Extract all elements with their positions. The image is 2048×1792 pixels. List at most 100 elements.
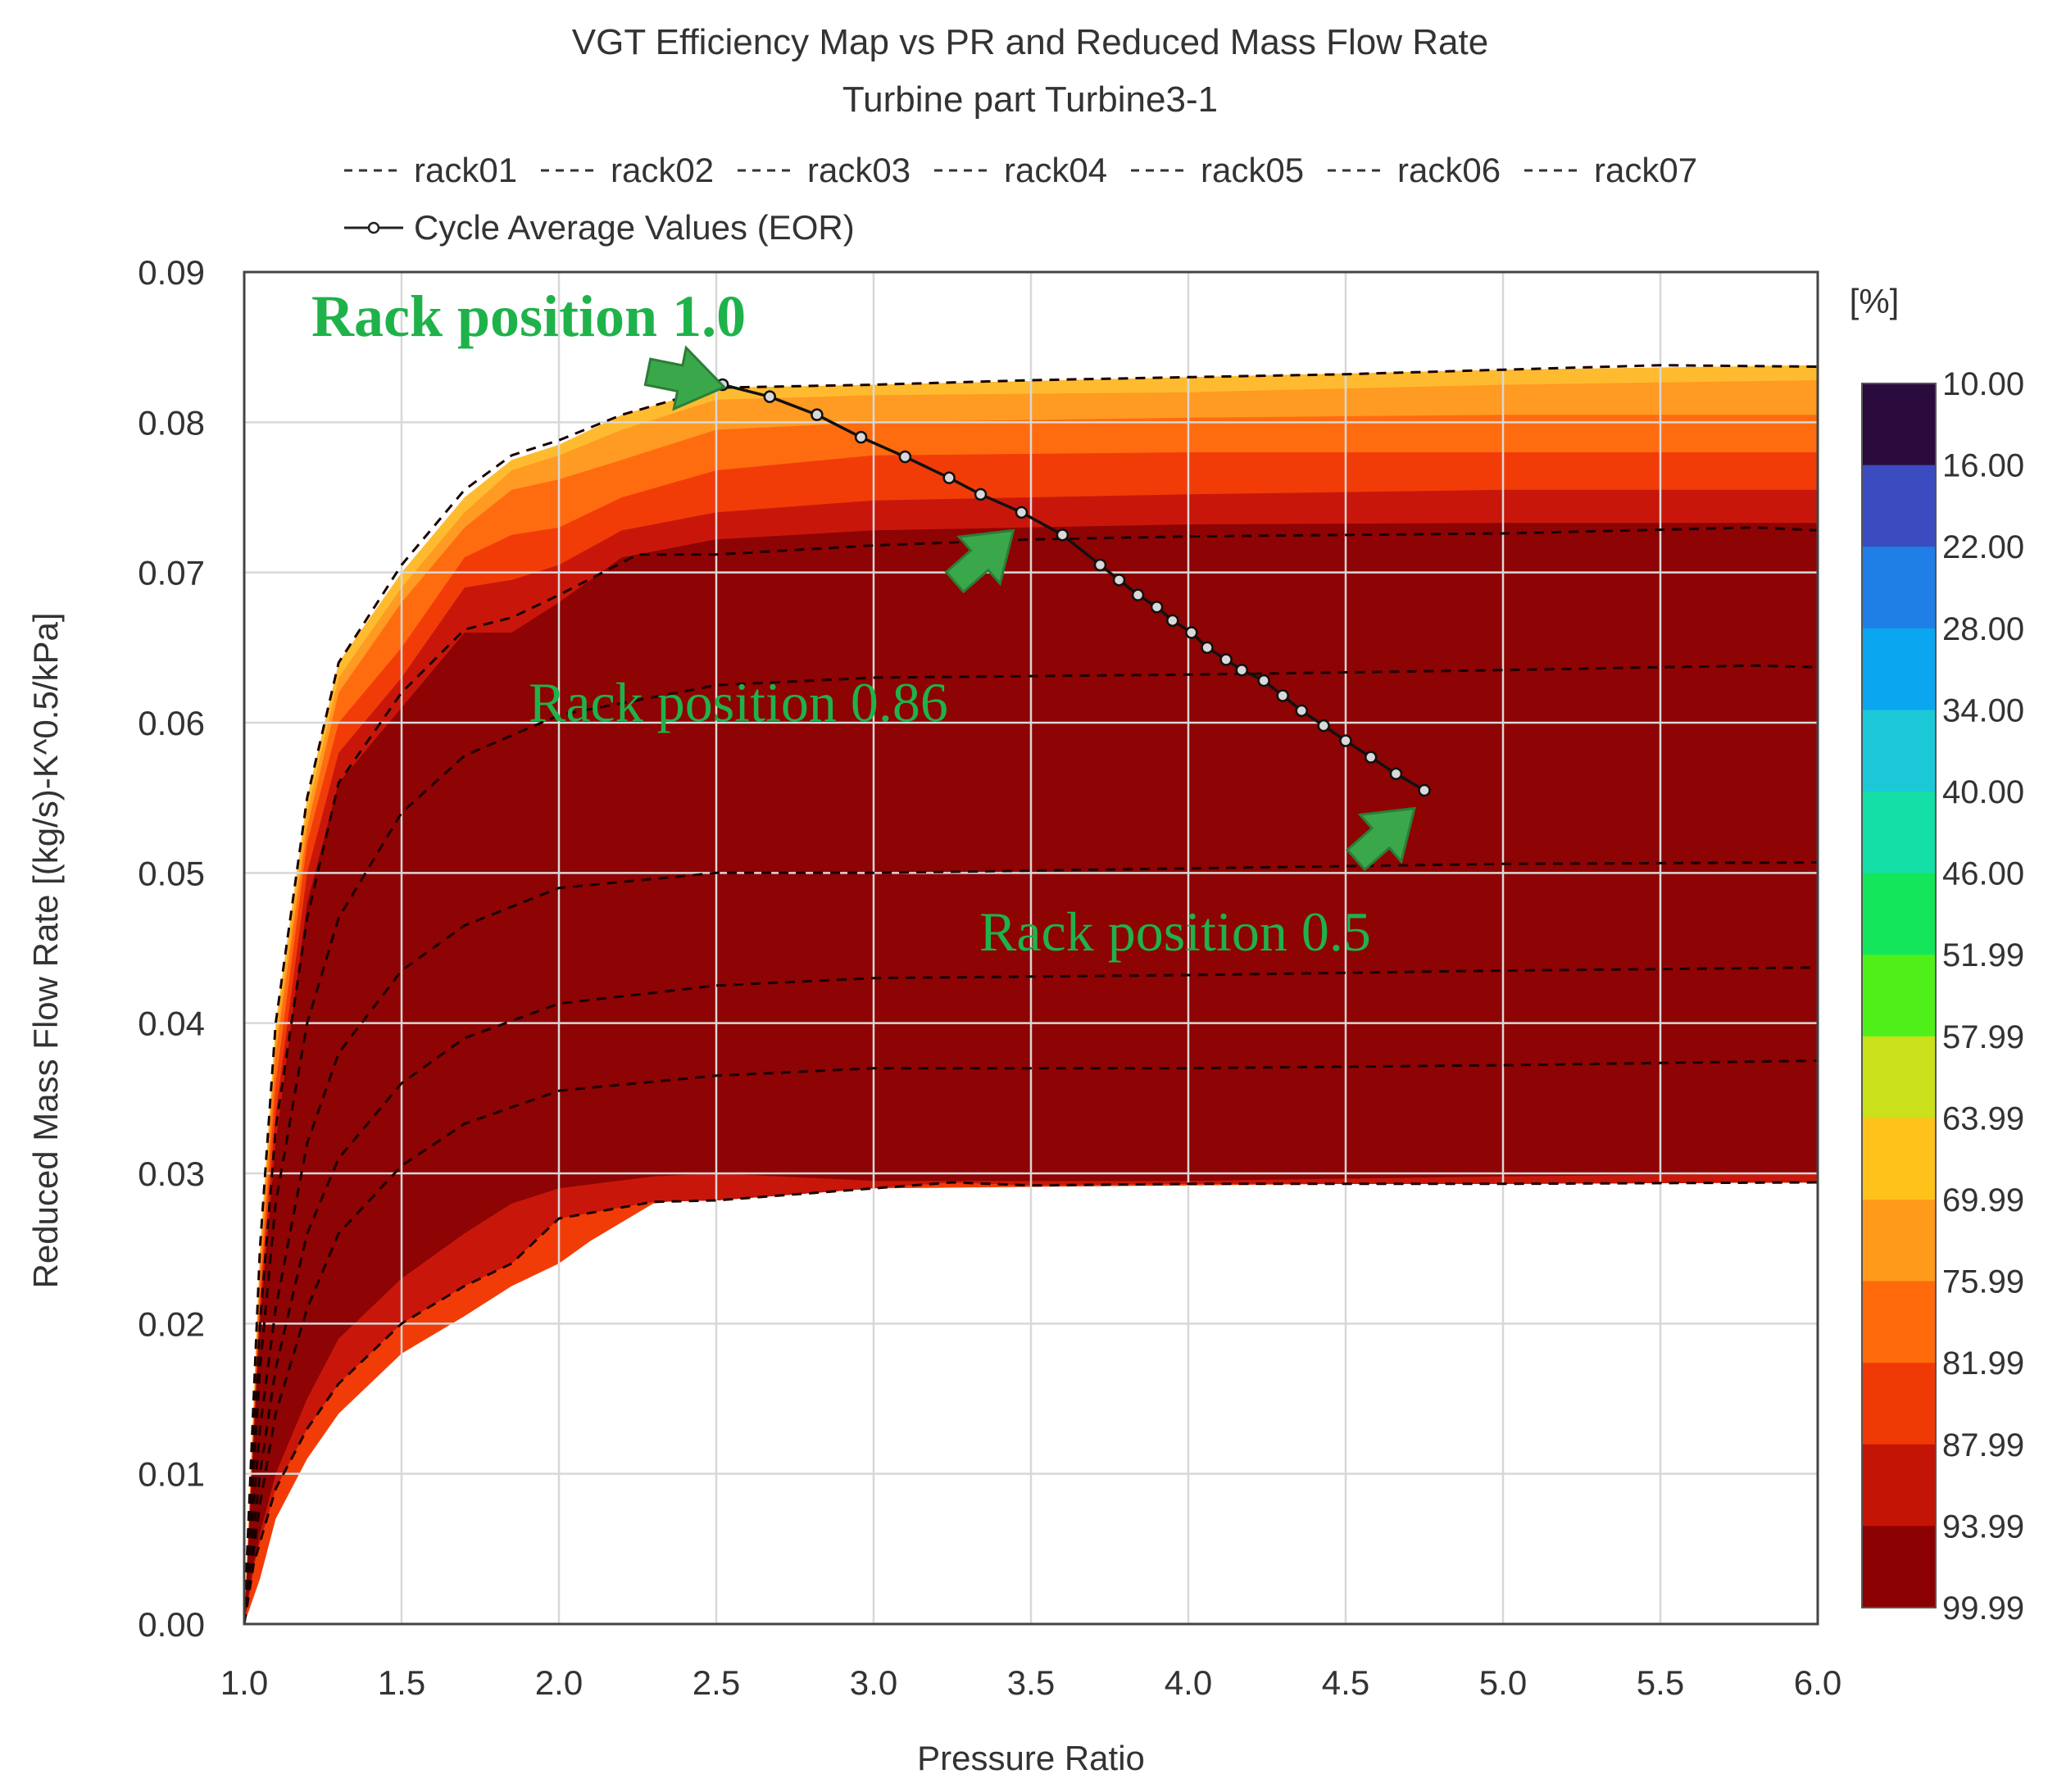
annotation-arrows bbox=[643, 345, 1416, 872]
colorbar-level-label: 10.00 bbox=[1942, 366, 2024, 402]
legend-label-rack07: rack07 bbox=[1594, 151, 1697, 189]
annotations: Rack position 1.0 Rack position 0.86 Rac… bbox=[311, 284, 1371, 963]
colorbar-level-label: 75.99 bbox=[1942, 1264, 2024, 1300]
colorbar-level-label: 57.99 bbox=[1942, 1019, 2024, 1055]
x-tick-label: 5.0 bbox=[1479, 1663, 1527, 1702]
colorbar-unit: [%] bbox=[1850, 282, 1900, 320]
x-tick-label: 2.5 bbox=[693, 1663, 740, 1702]
cycle-average-point bbox=[1150, 601, 1164, 614]
colorbar-swatch bbox=[1862, 383, 1936, 466]
y-tick-label: 0.09 bbox=[138, 253, 205, 292]
colorbar-swatch bbox=[1862, 1118, 1936, 1200]
legend-item-rack05: rack05 bbox=[1131, 151, 1304, 189]
legend-item-rack02: rack02 bbox=[541, 151, 714, 189]
legend-item-cycle-average: Cycle Average Values (EOR) bbox=[344, 208, 855, 247]
y-tick-label: 0.08 bbox=[138, 403, 205, 442]
arrow-rack-0-5 bbox=[1345, 806, 1416, 872]
cycle-average-point bbox=[1093, 558, 1107, 572]
colorbar-level-label: 93.99 bbox=[1942, 1508, 2024, 1545]
colorbar-level-label: 34.00 bbox=[1942, 692, 2024, 728]
cycle-average-point bbox=[898, 450, 912, 464]
series-line-rack03 bbox=[243, 664, 1819, 1625]
series-line-rack06 bbox=[243, 1059, 1819, 1625]
legend-item-rack01: rack01 bbox=[344, 151, 517, 189]
colorbar-level-label: 81.99 bbox=[1942, 1345, 2024, 1381]
chart-title: VGT Efficiency Map vs PR and Reduced Mas… bbox=[572, 22, 1488, 62]
chart-subtitle: Turbine part Turbine3-1 bbox=[842, 79, 1218, 120]
cycle-average-point bbox=[1112, 574, 1126, 587]
colorbar-swatch bbox=[1862, 1200, 1936, 1282]
y-tick-label: 0.05 bbox=[138, 854, 205, 892]
colorbar-level-label: 40.00 bbox=[1942, 774, 2024, 810]
series-line-rack02 bbox=[243, 526, 1819, 1625]
colorbar-swatch bbox=[1862, 1444, 1936, 1527]
x-tick-label: 1.5 bbox=[378, 1663, 425, 1702]
legend-label-rack02: rack02 bbox=[611, 151, 714, 189]
cycle-average-point bbox=[763, 390, 777, 403]
colorbar-level-label: 63.99 bbox=[1942, 1100, 2024, 1136]
colorbar-level-label: 69.99 bbox=[1942, 1182, 2024, 1218]
annotation-rack-1-0: Rack position 1.0 bbox=[311, 284, 746, 349]
cycle-average-point bbox=[854, 430, 868, 444]
cycle-average-point bbox=[1295, 704, 1308, 718]
y-axis-label: Reduced Mass Flow Rate [(kg/s)-K^0.5/kPa… bbox=[26, 612, 65, 1288]
series-line-rack04 bbox=[243, 861, 1819, 1625]
colorbar-swatch bbox=[1862, 1281, 1936, 1363]
cycle-average-point bbox=[1339, 734, 1352, 747]
cycle-average-point bbox=[974, 488, 988, 501]
series-lines bbox=[243, 364, 1819, 1625]
colorbar-swatch bbox=[1862, 873, 1936, 955]
x-tick-label: 5.5 bbox=[1637, 1663, 1684, 1702]
y-tick-label: 0.04 bbox=[138, 1005, 205, 1043]
y-axis-ticks: 0.00 0.01 0.02 0.03 0.04 0.05 0.06 0.07 0.08 0.09 bbox=[138, 253, 205, 1644]
cycle-average-point bbox=[1131, 588, 1145, 601]
legend-item-rack03: rack03 bbox=[738, 151, 910, 189]
x-tick-label: 1.0 bbox=[220, 1663, 268, 1702]
colorbar-level-label: 87.99 bbox=[1942, 1427, 2024, 1463]
legend-item-rack06: rack06 bbox=[1328, 151, 1501, 189]
colorbar-level-label: 51.99 bbox=[1942, 937, 2024, 973]
x-axis-label: Pressure Ratio bbox=[917, 1739, 1145, 1777]
cycle-average-point bbox=[1166, 614, 1179, 628]
colorbar-swatch bbox=[1862, 710, 1936, 792]
colorbar-level-label: 16.00 bbox=[1942, 448, 2024, 484]
arrow-rack-0-86 bbox=[944, 529, 1015, 594]
cycle-average-point bbox=[1185, 626, 1198, 639]
cycle-average-point bbox=[1219, 653, 1233, 666]
cycle-average-point bbox=[1201, 641, 1214, 655]
x-tick-label: 4.0 bbox=[1165, 1663, 1212, 1702]
legend-label-rack06: rack06 bbox=[1397, 151, 1501, 189]
cycle-average-point bbox=[942, 471, 956, 484]
x-tick-label: 2.0 bbox=[535, 1663, 583, 1702]
plot-frame bbox=[243, 270, 1819, 1626]
colorbar-swatch bbox=[1862, 547, 1936, 629]
cycle-average-point bbox=[1317, 719, 1330, 733]
colorbar-swatch bbox=[1862, 792, 1936, 874]
cycle-average-point bbox=[1235, 664, 1249, 677]
x-axis-ticks: 1.0 1.5 2.0 2.5 3.0 3.5 4.0 4.5 5.0 5.5 6.0 bbox=[220, 1663, 1841, 1702]
series-line-rack07 bbox=[243, 1181, 1819, 1625]
y-tick-label: 0.07 bbox=[138, 554, 205, 592]
legend-item-rack04: rack04 bbox=[934, 151, 1107, 189]
colorbar: [%] 10.00 16.00 22.00 28.00 34.00 40.00 46.00 5… bbox=[1850, 282, 2024, 1626]
y-tick-label: 0.01 bbox=[138, 1455, 205, 1494]
legend-label-rack01: rack01 bbox=[414, 151, 517, 189]
annotation-rack-0-5: Rack position 0.5 bbox=[979, 901, 1371, 963]
colorbar-swatch bbox=[1862, 1526, 1936, 1608]
legend-label-rack05: rack05 bbox=[1201, 151, 1304, 189]
legend-label-rack04: rack04 bbox=[1004, 151, 1107, 189]
arrow-rack-1-0 bbox=[643, 345, 727, 411]
annotation-rack-0-86: Rack position 0.86 bbox=[529, 671, 948, 733]
colorbar-swatch bbox=[1862, 628, 1936, 710]
x-tick-label: 3.0 bbox=[850, 1663, 897, 1702]
colorbar-level-label: 46.00 bbox=[1942, 856, 2024, 892]
y-tick-label: 0.00 bbox=[138, 1605, 205, 1644]
colorbar-swatch bbox=[1862, 1363, 1936, 1445]
y-tick-label: 0.03 bbox=[138, 1155, 205, 1193]
legend-label-cycle-average: Cycle Average Values (EOR) bbox=[414, 208, 855, 247]
x-tick-label: 6.0 bbox=[1794, 1663, 1841, 1702]
colorbar-level-label: 22.00 bbox=[1942, 529, 2024, 565]
legend-item-rack07: rack07 bbox=[1524, 151, 1697, 189]
colorbar-level-label: 99.99 bbox=[1942, 1590, 2024, 1626]
